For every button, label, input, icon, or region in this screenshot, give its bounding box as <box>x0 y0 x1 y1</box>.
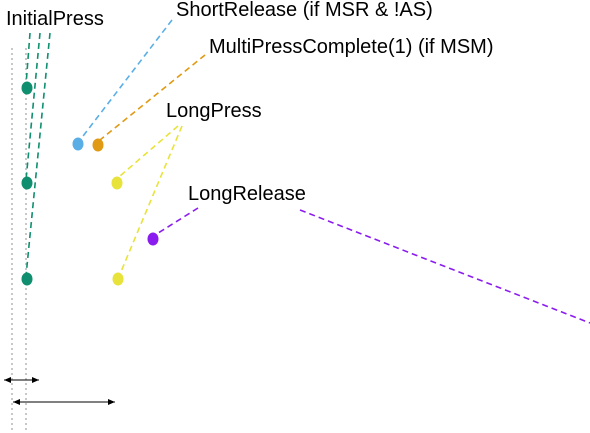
short-release-label: ShortRelease (if MSR & !AS) <box>176 0 433 21</box>
long-press-leader-1 <box>119 125 179 177</box>
initial-press-leader-3 <box>25 32 51 277</box>
long-release-leader <box>154 207 199 236</box>
long-press-leader-2 <box>119 125 183 275</box>
initial-press-label: InitialPress <box>6 8 104 30</box>
long-press-marker-2 <box>112 272 124 286</box>
multi-press-complete-leader <box>99 54 206 141</box>
long-press-marker-1 <box>111 176 123 190</box>
multi-press-complete-marker <box>92 138 104 152</box>
long-release-extended-leader <box>299 209 590 324</box>
long-release-label: LongRelease <box>188 183 306 205</box>
long-release-marker <box>147 232 159 246</box>
initial-press-leader-1 <box>25 32 31 86</box>
long-press-label: LongPress <box>166 100 262 122</box>
initial-press-marker-3 <box>21 272 33 286</box>
short-release-marker <box>72 137 84 151</box>
short-release-leader <box>79 19 173 141</box>
multi-press-complete-label: MultiPressComplete(1) (if MSM) <box>209 36 493 58</box>
initial-press-leader-2 <box>25 32 41 181</box>
initial-press-marker-1 <box>21 81 33 95</box>
initial-press-marker-2 <box>21 176 33 190</box>
